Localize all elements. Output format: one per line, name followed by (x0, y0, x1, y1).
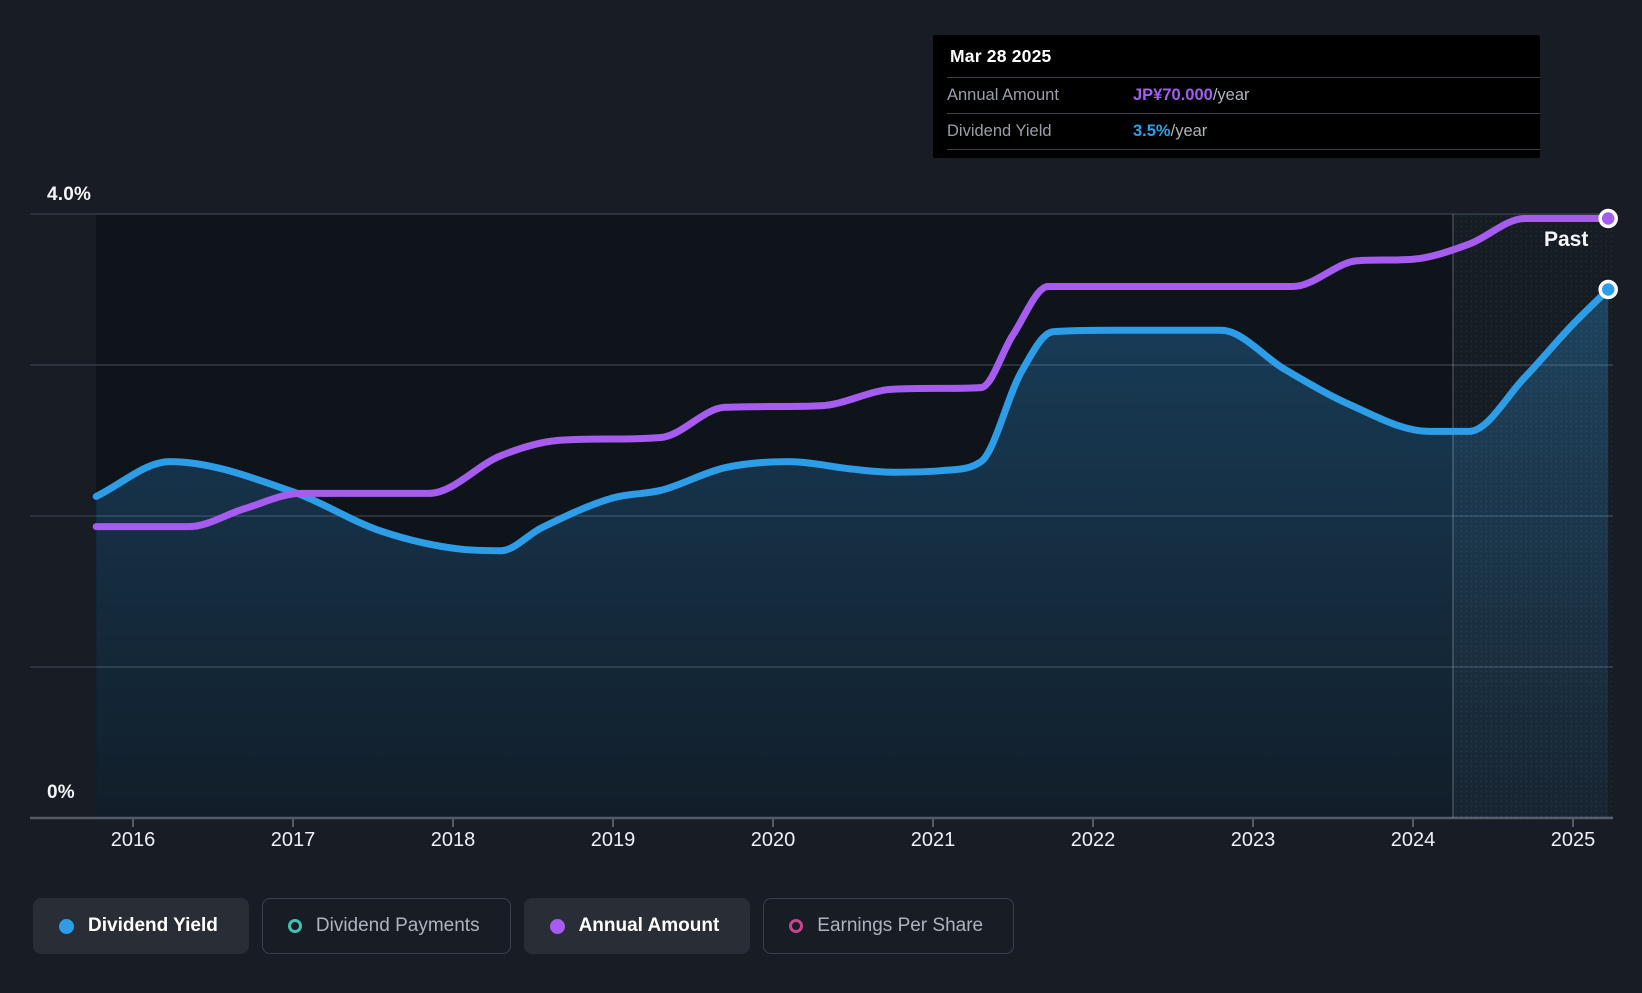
x-axis-label-2018: 2018 (430, 829, 476, 851)
tooltip-row-annual-amount: Annual Amount JP¥70.000/year (947, 77, 1540, 113)
chart-tooltip: Mar 28 2025 Annual Amount JP¥70.000/year D… (933, 35, 1540, 158)
tooltip-row-label: Annual Amount (947, 86, 1059, 104)
x-axis-label-2025: 2025 (1550, 829, 1596, 851)
dividend-yield-series-icon (59, 918, 74, 934)
legend-toggle-dividend-payments[interactable]: Dividend Payments (261, 898, 511, 954)
annual-amount-line (92, 214, 1612, 531)
annual-amount-series-icon (549, 918, 565, 934)
tooltip-row-value: 3.5% (1133, 122, 1171, 140)
dividend-yield-area (96, 289, 1609, 818)
x-axis-label-2017: 2017 (270, 829, 316, 851)
dividend-yield-line (92, 286, 1612, 555)
tooltip-row-suffix: /year (1212, 86, 1250, 104)
legend-toggle-annual-amount[interactable]: Annual Amount (523, 898, 751, 954)
tooltip-bottom-rule (947, 149, 1540, 157)
legend-label: Dividend Yield (88, 915, 218, 936)
tooltip-row-label: Dividend Yield (947, 122, 1052, 140)
tooltip-date: Mar 28 2025 (950, 46, 1052, 66)
x-axis-label-2023: 2023 (1230, 829, 1276, 851)
y-axis-bottom-label: 0% (47, 782, 75, 803)
tooltip-row-suffix: /year (1170, 122, 1208, 140)
legend-toggle-dividend-yield[interactable]: Dividend Yield (33, 898, 249, 954)
past-region-label: Past (1544, 228, 1589, 251)
legend-label: Dividend Payments (315, 915, 480, 936)
legend: Dividend Yield Dividend Payments Annual Am… (33, 898, 1015, 954)
tooltip-row-dividend-yield: Dividend Yield 3.5%/year (947, 113, 1540, 149)
dividend-yield-end-marker (1598, 279, 1618, 300)
annual-amount-end-marker (1598, 208, 1618, 229)
legend-toggle-earnings-per-share[interactable]: Earnings Per Share (763, 898, 1015, 954)
earnings-per-share-series-icon (789, 919, 804, 933)
dividend-payments-series-icon (287, 919, 302, 933)
legend-label: Earnings Per Share (817, 915, 984, 936)
x-axis-label-2024: 2024 (1390, 829, 1436, 851)
x-axis-label-2016: 2016 (110, 829, 156, 851)
legend-label: Annual Amount (578, 915, 720, 936)
tooltip-row-value: JP¥70.000 (1133, 86, 1213, 104)
x-axis-label-2022: 2022 (1070, 829, 1116, 851)
x-axis-label-2020: 2020 (750, 829, 796, 851)
y-axis-top-label: 4.0% (47, 184, 92, 205)
x-axis-label-2019: 2019 (590, 829, 636, 851)
x-axis-label-2021: 2021 (910, 829, 956, 851)
